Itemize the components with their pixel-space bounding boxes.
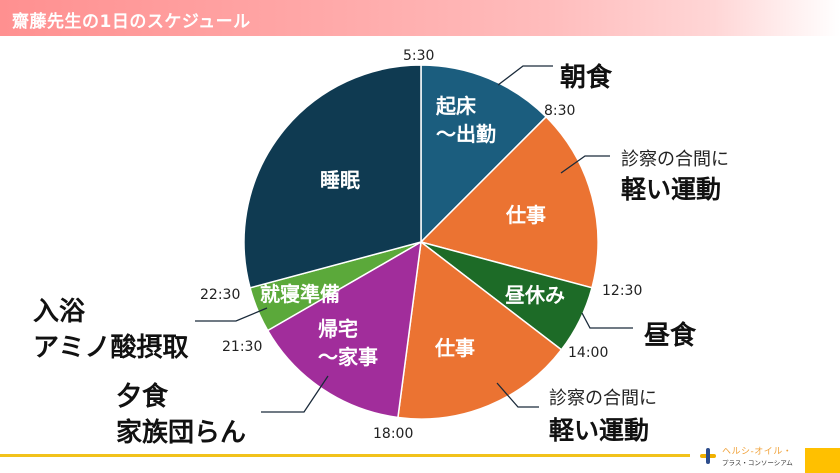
callout-lunch: 昼食 <box>644 321 697 351</box>
callout-breakfast: 朝食 <box>560 63 613 93</box>
footer-divider <box>0 454 690 457</box>
page-title: 齋藤先生の1日のスケジュール <box>12 12 251 32</box>
pie-wedge <box>243 64 422 289</box>
wedge-label-home-chores: 帰宅 〜家事 <box>318 315 378 371</box>
wedge-label-sleep: 睡眠 <box>320 168 360 192</box>
time-label-0830: 8:30 <box>544 103 576 119</box>
callout-bath-line2: アミノ酸摂取 <box>33 333 189 363</box>
logo-text-line2: プラス・コンソーシアム <box>722 459 793 467</box>
leader-lines <box>195 65 633 413</box>
corner-accent-square <box>805 448 840 473</box>
pie-wedge <box>266 240 422 419</box>
wedge-label-work-am: 仕事 <box>506 203 546 227</box>
pie-wedge <box>397 240 563 420</box>
time-label-1800: 18:00 <box>373 426 414 442</box>
time-label-1400: 14:00 <box>568 345 609 361</box>
callout-dinner: 夕食 家族団らん <box>116 379 246 451</box>
leader-line-bath <box>195 307 268 322</box>
plus-logo-icon <box>700 448 716 464</box>
pie-wedge <box>419 115 599 289</box>
wedge-label-line: 〜家事 <box>318 345 378 369</box>
leader-line-exercise-lower <box>496 382 539 408</box>
wedge-label-wakeup: 起床 〜出勤 <box>436 92 496 148</box>
brand-logo: ヘルシ-オイル・ プラス・コンソーシアム <box>698 444 798 468</box>
wedge-label-line: 〜出勤 <box>436 122 496 146</box>
pie-wedges <box>243 64 599 420</box>
leader-line-exercise-upper <box>560 155 610 174</box>
callout-bath: 入浴 アミノ酸摂取 <box>33 294 188 366</box>
wedge-label-line: 起床 <box>436 94 476 118</box>
leader-line-lunch <box>581 312 633 329</box>
leader-line-dinner <box>261 375 329 413</box>
wedge-label-bed-prep: 就寝準備 <box>260 282 340 306</box>
callout-bath-line1: 入浴 <box>33 297 86 327</box>
callout-dinner-line1: 夕食 <box>116 382 169 412</box>
wedge-label-work-pm: 仕事 <box>435 336 475 360</box>
time-label-2230: 22:30 <box>200 287 241 303</box>
title-bar: 齋藤先生の1日のスケジュール <box>0 0 840 36</box>
callout-exercise-lower-big: 軽い運動 <box>549 416 650 445</box>
callout-dinner-line2: 家族団らん <box>116 418 247 448</box>
time-label-1230: 12:30 <box>602 283 643 299</box>
callout-exercise-upper-big: 軽い運動 <box>621 175 722 204</box>
wedge-label-lunch-break: 昼休み <box>505 283 565 307</box>
time-label-2130: 21:30 <box>222 339 263 355</box>
logo-text-line1: ヘルシ-オイル・ <box>722 447 793 457</box>
wedge-label-line: 帰宅 <box>318 317 358 341</box>
leader-line-breakfast <box>497 65 553 86</box>
callout-exercise-lower-small: 診察の合間に <box>549 388 657 409</box>
time-label-0530: 5:30 <box>403 48 435 64</box>
callout-exercise-upper-small: 診察の合間に <box>621 149 729 170</box>
pie-wedge <box>420 64 548 244</box>
